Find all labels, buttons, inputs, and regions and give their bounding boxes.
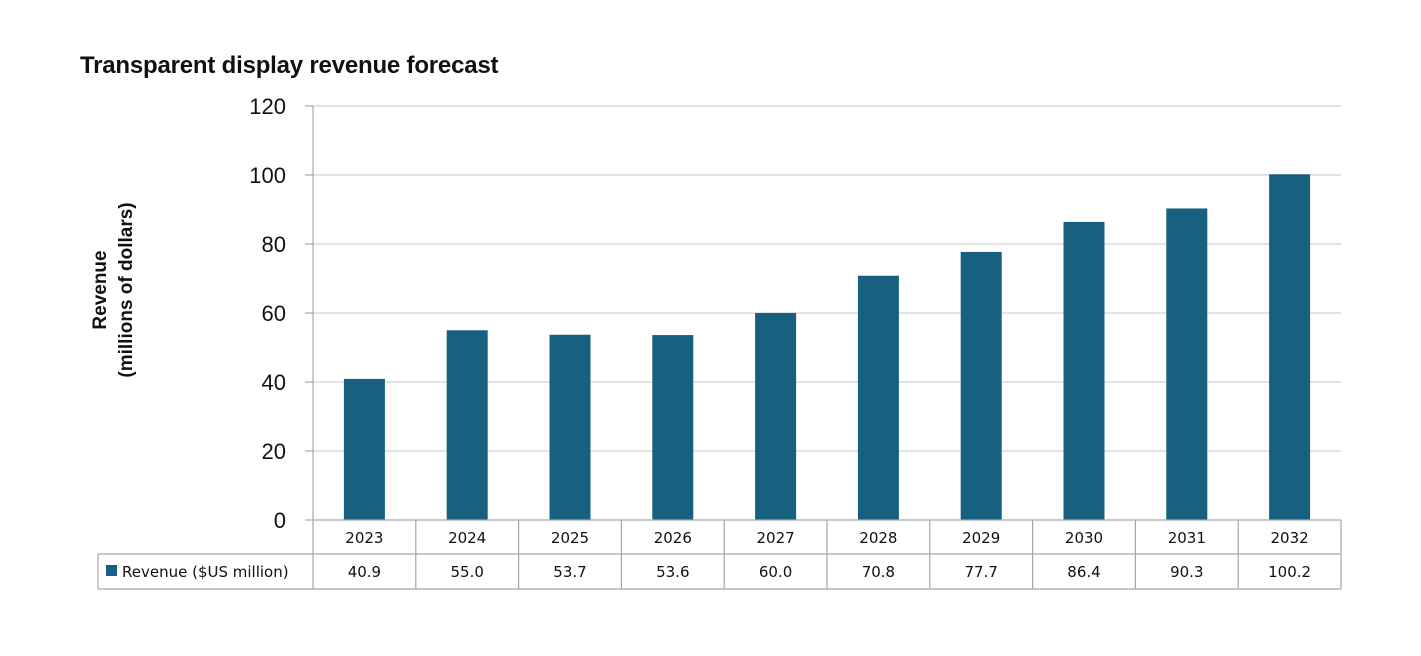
data-value-label: 77.7 [964,563,997,581]
bar-2027 [755,313,797,520]
y-tick-label: 0 [274,508,286,533]
bar-2032 [1269,174,1311,520]
y-axis-label: Revenue (millions of dollars) [90,202,137,377]
bar-2031 [1166,208,1208,520]
y-tick-label: 80 [262,232,286,257]
y-tick-label: 40 [262,370,286,395]
y-axis-ticks: 0 20 40 60 80 100 120 [249,94,313,533]
y-tick-label: 60 [262,301,286,326]
legend-label: Revenue ($US million) [122,563,289,581]
bar-2024 [446,330,488,520]
x-tick-label: 2030 [1065,529,1103,547]
bar-2026 [652,335,694,520]
data-value-label: 100.2 [1268,563,1311,581]
y-axis-label-line2: (millions of dollars) [116,202,137,377]
x-tick-label: 2031 [1168,529,1206,547]
x-tick-label: 2025 [551,529,589,547]
data-value-label: 53.6 [656,563,689,581]
data-value-label: 53.7 [553,563,586,581]
data-value-label: 55.0 [450,563,483,581]
data-value-label: 60.0 [759,563,792,581]
x-tick-label: 2027 [757,529,795,547]
chart-title: Transparent display revenue forecast [80,52,499,79]
data-value-label: 70.8 [862,563,895,581]
legend-swatch [106,565,117,576]
x-tick-label: 2026 [654,529,692,547]
bars [343,174,1311,521]
bar-2023 [343,378,385,520]
bar-2028 [857,275,899,520]
data-value-label: 40.9 [348,563,381,581]
x-tick-label: 2032 [1271,529,1309,547]
x-tick-label: 2024 [448,529,486,547]
y-tick-label: 20 [262,439,286,464]
bar-2030 [1063,221,1105,521]
y-tick-label: 100 [249,163,286,188]
data-value-label: 90.3 [1170,563,1203,581]
data-value-label: 86.4 [1067,563,1100,581]
y-axis-label-line1: Revenue [90,250,111,329]
data-table: 2023 40.9 2024 55.0 2025 53.7 2026 53.6 2027 60.0… [97,519,1342,590]
x-tick-label: 2029 [962,529,1000,547]
bar-2025 [549,334,591,520]
bar-2029 [960,251,1002,520]
x-tick-label: 2023 [345,529,383,547]
x-tick-label: 2028 [859,529,897,547]
y-tick-label: 120 [249,94,286,119]
